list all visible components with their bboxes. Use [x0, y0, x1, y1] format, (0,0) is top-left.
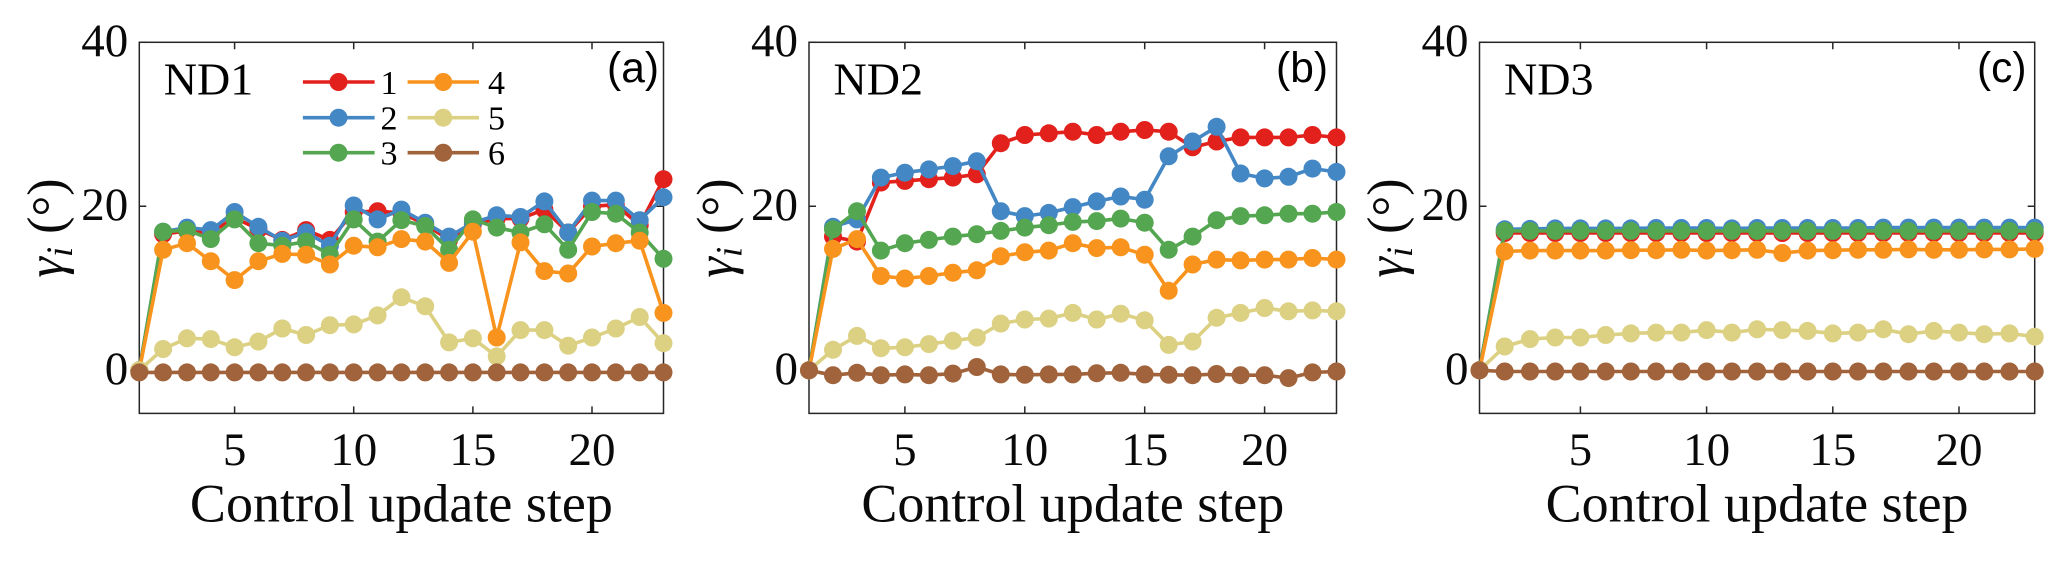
svg-text:(c): (c)	[1977, 45, 2027, 92]
svg-text:0: 0	[105, 343, 129, 395]
svg-text:1: 1	[381, 65, 398, 102]
svg-text:5: 5	[223, 424, 247, 476]
svg-text:10: 10	[1683, 424, 1730, 476]
svg-text:γi (°): γi (°)	[18, 178, 81, 277]
svg-text:Control update step: Control update step	[861, 474, 1284, 534]
svg-text:6: 6	[488, 136, 505, 173]
svg-text:0: 0	[1445, 343, 1469, 395]
svg-text:4: 4	[488, 65, 505, 102]
svg-text:ND2: ND2	[834, 54, 923, 105]
svg-text:3: 3	[381, 136, 398, 173]
svg-text:Control update step: Control update step	[190, 474, 613, 534]
svg-text:15: 15	[1121, 424, 1168, 476]
svg-text:(b): (b)	[1276, 45, 1328, 92]
svg-text:ND3: ND3	[1504, 54, 1593, 105]
svg-text:20: 20	[1241, 424, 1288, 476]
svg-text:20: 20	[1936, 424, 1983, 476]
svg-text:20: 20	[81, 179, 128, 231]
svg-text:40: 40	[1422, 15, 1469, 67]
svg-text:2: 2	[381, 101, 398, 138]
svg-text:10: 10	[1001, 424, 1048, 476]
svg-text:5: 5	[893, 424, 917, 476]
svg-text:20: 20	[569, 424, 616, 476]
svg-text:15: 15	[449, 424, 496, 476]
svg-text:20: 20	[1422, 179, 1469, 231]
svg-text:(a): (a)	[607, 45, 659, 92]
svg-text:5: 5	[1569, 424, 1593, 476]
svg-text:γi (°): γi (°)	[688, 178, 751, 277]
svg-text:γi (°): γi (°)	[1358, 178, 1421, 277]
svg-text:40: 40	[751, 15, 798, 67]
svg-text:Control update step: Control update step	[1546, 474, 1969, 534]
svg-text:0: 0	[775, 343, 799, 395]
svg-text:10: 10	[330, 424, 377, 476]
svg-text:15: 15	[1809, 424, 1856, 476]
svg-text:5: 5	[488, 101, 505, 138]
svg-text:20: 20	[751, 179, 798, 231]
svg-text:40: 40	[81, 15, 128, 67]
svg-text:ND1: ND1	[164, 54, 253, 105]
